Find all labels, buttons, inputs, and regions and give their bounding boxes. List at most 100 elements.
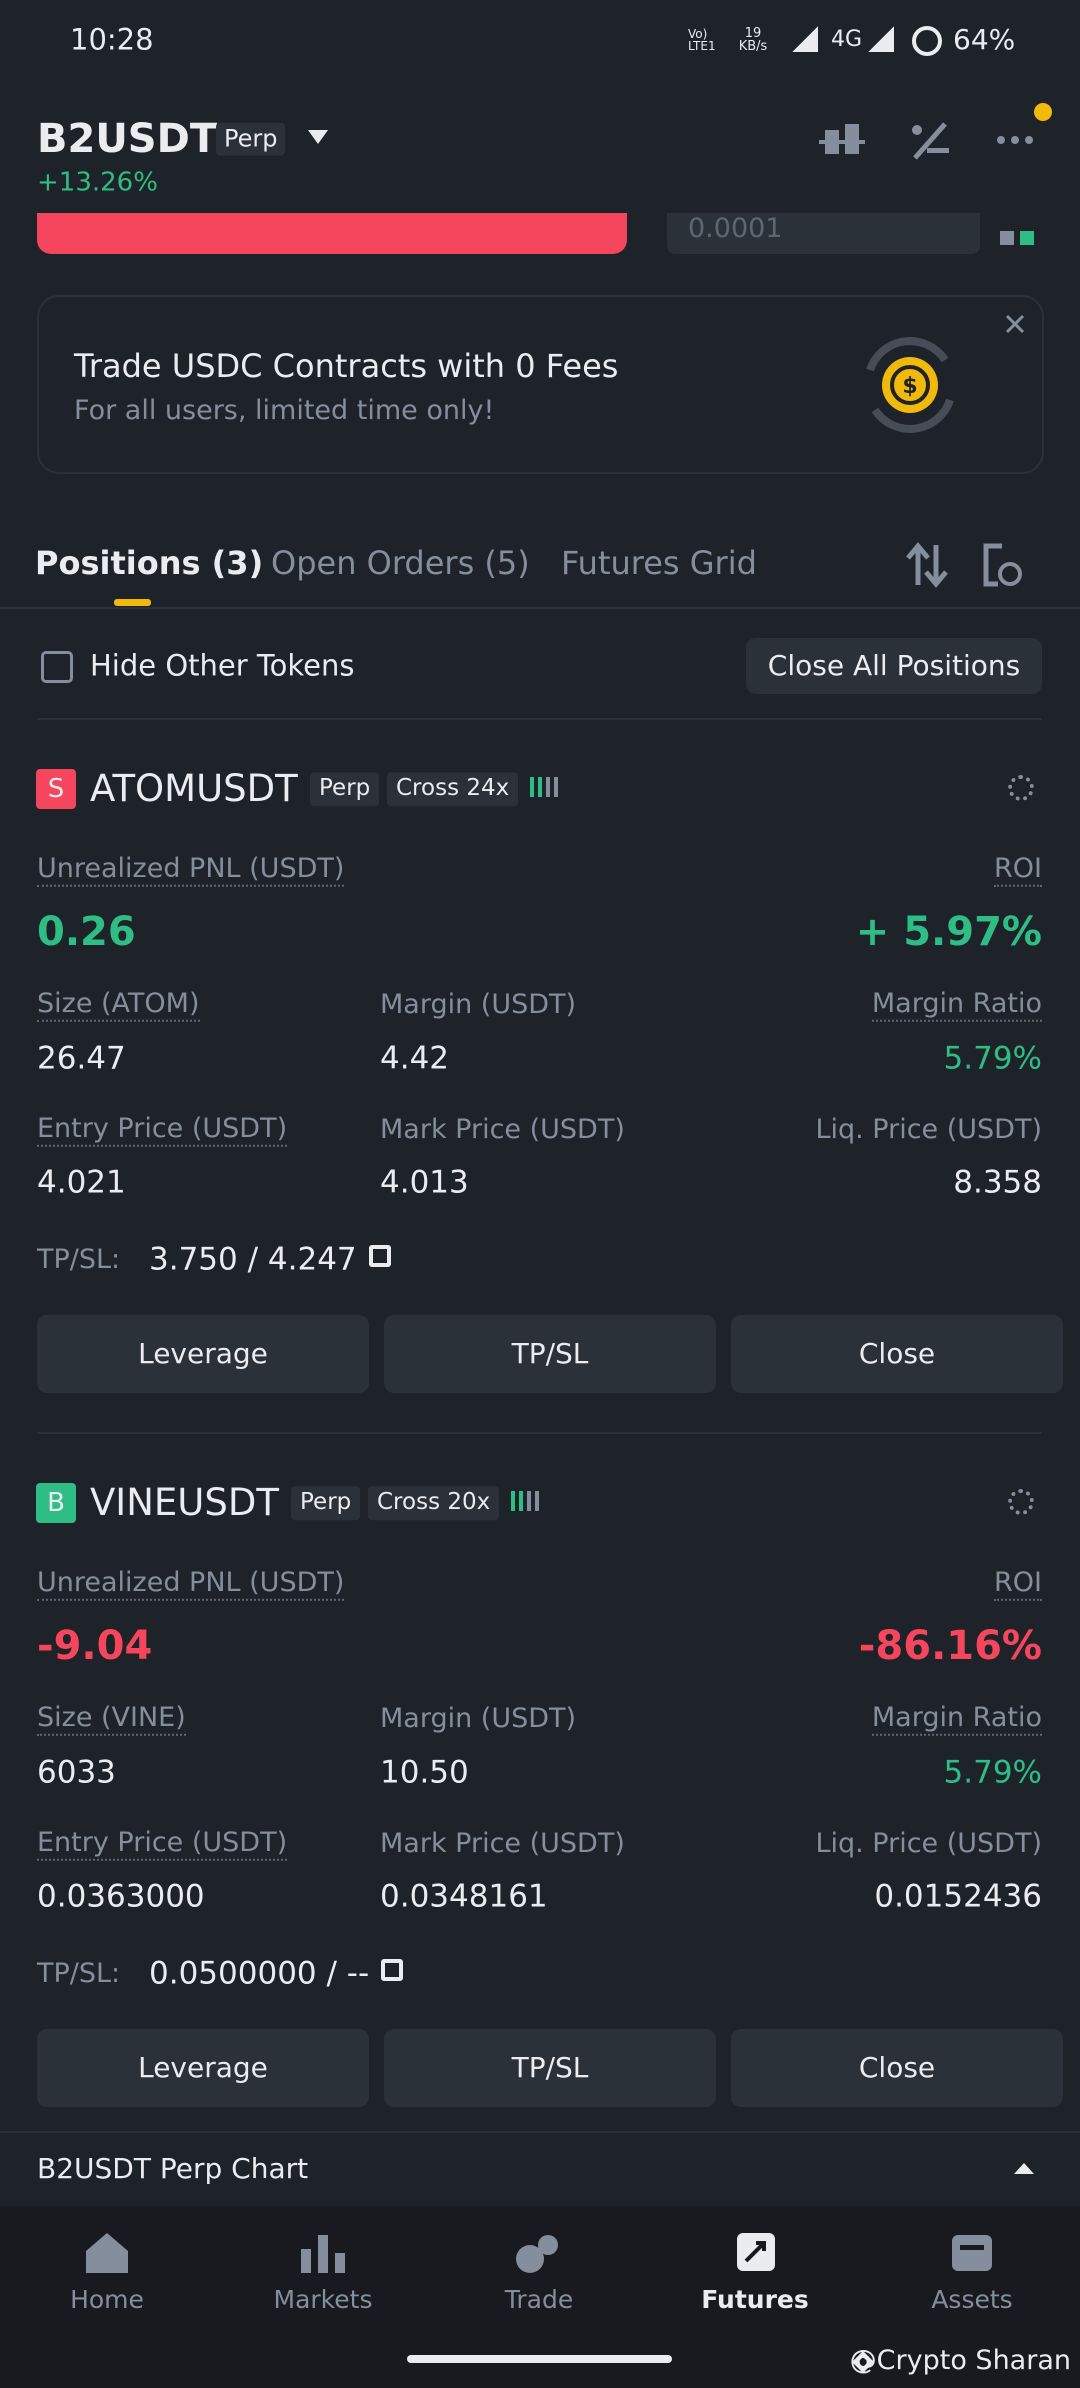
buy-button[interactable] (37, 213, 627, 254)
banner-close[interactable] (1003, 312, 1027, 336)
edit-icon (381, 1959, 403, 1981)
book-icon (1020, 231, 1034, 245)
field-label: Size (VINE) (37, 1702, 186, 1737)
pair-tag: Perp (216, 122, 286, 156)
share-icon (1008, 775, 1034, 801)
field-value: 10.50 (380, 1754, 469, 1791)
quantity-input[interactable] (667, 213, 980, 254)
banner[interactable] (37, 295, 1044, 474)
tab[interactable]: Positions (3) (35, 543, 264, 582)
field-label: Margin Ratio (871, 1702, 1042, 1737)
close-all-button[interactable]: Close All Positions (746, 638, 1042, 694)
checkbox[interactable] (41, 651, 73, 683)
action-button[interactable]: Leverage (37, 1315, 369, 1393)
action-button[interactable]: Close (731, 2029, 1063, 2107)
status-battery: 64% (953, 23, 1016, 57)
field-label: Liq. Price (USDT) (815, 1827, 1042, 1859)
field-label: Unrealized PNL (USDT) (37, 853, 345, 888)
field-label: Margin (USDT) (380, 1702, 577, 1734)
nav-label[interactable]: Futures (701, 2285, 809, 2314)
divider (0, 607, 1080, 609)
nav-label[interactable]: Trade (504, 2285, 574, 2314)
order-form-clip: 0.0001 (0, 213, 1080, 273)
tab-icons[interactable] (906, 540, 1026, 590)
field-label: Margin (USDT) (380, 988, 577, 1020)
position-symbol: ATOMUSDT (90, 766, 298, 810)
leverage-bar (527, 1491, 531, 1511)
action-button[interactable]: TP/SL (384, 1315, 716, 1393)
position-tag: Perp (310, 772, 380, 806)
status-speed: 19 KB/s (738, 26, 768, 54)
watermark-logo (852, 2351, 874, 2373)
nav-label[interactable]: Markets (273, 2285, 373, 2314)
banner-subtitle: For all users, limited time only! (74, 394, 495, 426)
banner-title: Trade USDC Contracts with 0 Fees (74, 346, 619, 385)
field-value: 4.42 (380, 1040, 450, 1077)
svg-text:$: $ (902, 374, 917, 399)
field-label: Liq. Price (USDT) (815, 1113, 1042, 1145)
field-label: Entry Price (USDT) (37, 1113, 288, 1148)
tpsl-label: TP/SL: (37, 1957, 121, 1989)
tab[interactable]: Open Orders (5) (271, 543, 530, 582)
field-label: ROI (994, 853, 1042, 888)
action-button[interactable]: Leverage (37, 2029, 369, 2107)
leverage-bar (511, 1491, 515, 1511)
field-value: 4.021 (37, 1164, 126, 1201)
field-label: Mark Price (USDT) (380, 1827, 625, 1859)
field-label: Margin Ratio (871, 988, 1042, 1023)
battery-ring (912, 26, 942, 56)
tpsl-value: 3.750 / 4.247 (149, 1241, 357, 1278)
chart-bar-title[interactable]: B2USDT Perp Chart (37, 2152, 309, 2186)
field-value: 5.79% (943, 1754, 1042, 1791)
leverage-bar (530, 777, 534, 797)
field-value: 4.013 (380, 1164, 469, 1201)
field-label: Mark Price (USDT) (380, 1113, 625, 1145)
pnl-value: -9.04 (37, 1623, 153, 1669)
field-value: 0.0363000 (37, 1878, 205, 1915)
field-label: ROI (994, 1567, 1042, 1602)
leverage-bar (535, 1491, 539, 1511)
usdc-icon: $ (866, 337, 954, 433)
position-badge: S (36, 769, 76, 809)
leverage-bar (554, 777, 558, 797)
action-button[interactable]: Close (731, 1315, 1063, 1393)
watermark: @Crypto Sharan (849, 2344, 1071, 2376)
tpsl-value: 0.0500000 / -- (149, 1955, 370, 1992)
leverage-bar (519, 1491, 523, 1511)
notification-dot (1034, 103, 1052, 121)
divider (37, 1432, 1042, 1434)
collapse-arrow[interactable] (1012, 2160, 1036, 2176)
field-value: 8.358 (953, 1164, 1042, 1201)
field-value: 26.47 (37, 1040, 126, 1077)
leverage-bar (546, 777, 550, 797)
field-label: Entry Price (USDT) (37, 1827, 288, 1862)
field-value: 5.79% (943, 1040, 1042, 1077)
tab-indicator (114, 599, 151, 606)
divider (37, 718, 1042, 720)
field-value: 6033 (37, 1754, 116, 1791)
signal (868, 26, 894, 52)
status-network: 4G (831, 26, 863, 52)
position-badge: B (36, 1483, 76, 1523)
tab[interactable]: Futures Grid (561, 543, 757, 582)
dropdown-arrow[interactable] (306, 128, 330, 148)
action-button[interactable]: TP/SL (384, 2029, 716, 2107)
leverage-bar (538, 777, 542, 797)
chart-bar[interactable] (0, 2131, 1080, 2206)
pair-change: +13.26% (37, 167, 158, 198)
pnl-value: -86.16% (858, 1623, 1042, 1669)
nav-label[interactable]: Home (70, 2285, 144, 2314)
position-tag: Cross 20x (368, 1486, 500, 1520)
nav-label[interactable]: Assets (931, 2285, 1013, 2314)
position-tag: Perp (291, 1486, 361, 1520)
book-icon (1000, 231, 1014, 245)
tpsl-label: TP/SL: (37, 1243, 121, 1275)
field-label: Unrealized PNL (USDT) (37, 1567, 345, 1602)
filter-label[interactable]: Hide Other Tokens (90, 648, 355, 683)
share-icon (1008, 1489, 1034, 1515)
position-symbol: VINEUSDT (90, 1480, 279, 1524)
edit-icon (369, 1245, 391, 1267)
signal (792, 26, 818, 52)
pnl-value: 0.26 (37, 909, 136, 955)
